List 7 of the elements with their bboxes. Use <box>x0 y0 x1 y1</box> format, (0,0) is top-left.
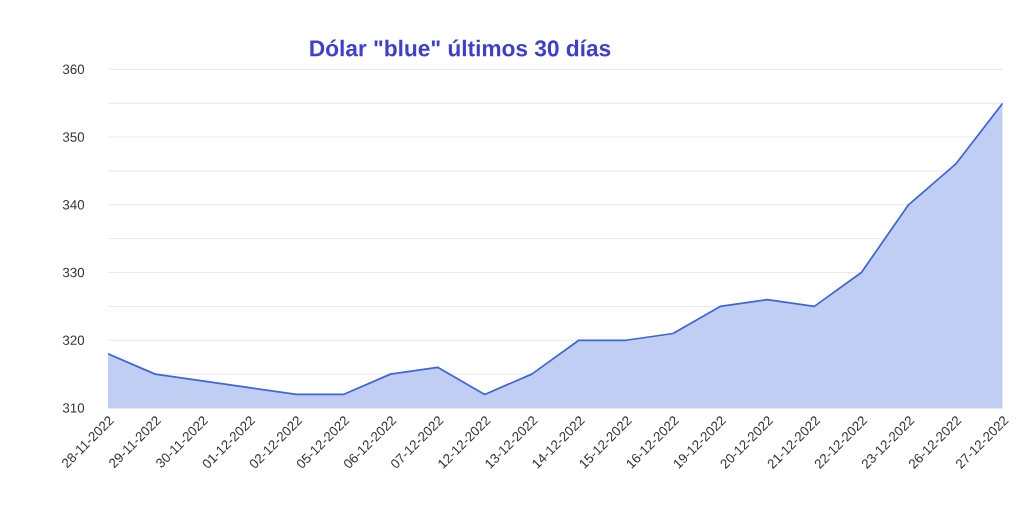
chart-title: Dólar "blue" últimos 30 días <box>310 39 611 57</box>
y-tick-label: 360 <box>62 64 85 75</box>
y-tick-label: 350 <box>62 132 85 142</box>
y-tick-label: 330 <box>62 267 85 278</box>
y-tick-label: 340 <box>62 200 85 210</box>
y-tick-label: 310 <box>62 403 85 413</box>
y-tick-label: 320 <box>62 335 85 346</box>
